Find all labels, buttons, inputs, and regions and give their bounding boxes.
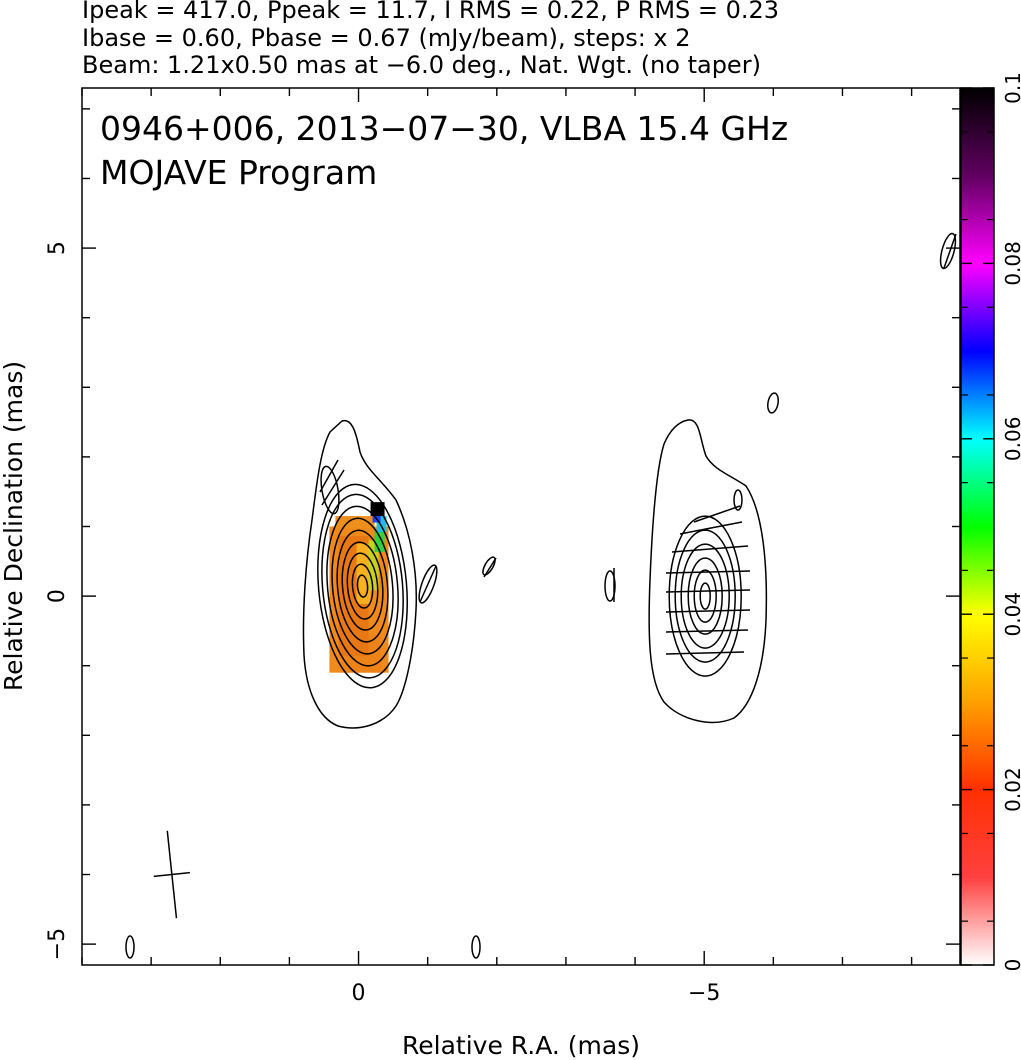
contour-line	[125, 935, 135, 959]
colorbar	[961, 88, 994, 965]
contour-line	[939, 232, 957, 270]
beam-minor-axis	[153, 871, 191, 878]
evpa-vector	[679, 521, 743, 535]
contour-line	[767, 392, 779, 414]
evpa-vector	[419, 565, 437, 603]
contour-line	[321, 493, 404, 679]
contour-line	[418, 564, 438, 604]
chart-title: 0946+006, 2013−07−30, VLBA 15.4 GHz	[100, 109, 788, 148]
colorbar-tick-label: 0	[1001, 959, 1021, 972]
x-axis-label: Relative R.A. (mas)	[402, 1031, 640, 1060]
colorbar-ticks: 0 0.02 0.04 0.06 0.08 0.1	[961, 72, 1021, 971]
evpa-vectors	[319, 233, 957, 655]
colorbar-frame	[960, 87, 995, 966]
evpa-vector	[319, 459, 339, 493]
contour-line	[733, 489, 743, 511]
contour-line	[674, 529, 736, 663]
contour-line	[331, 517, 394, 655]
map-layer	[125, 232, 957, 959]
colorbar-tick-label: 0.1	[1001, 72, 1021, 104]
evpa-vector	[665, 629, 749, 633]
colorbar-tick-label: 0.02	[1001, 767, 1021, 812]
header-base-line: Ibase = 0.60, Pbase = 0.67 (mJy/beam), s…	[82, 24, 691, 52]
contour-line	[351, 563, 374, 609]
contour-line	[346, 552, 379, 620]
x-tick-label: 0	[352, 981, 366, 1006]
evpa-vector	[671, 545, 749, 553]
contour-line	[336, 529, 389, 643]
colorbar-tick-label: 0.04	[1001, 592, 1021, 637]
contour-line	[648, 419, 768, 724]
axis-ticks	[81, 88, 960, 965]
axis-tick-labels: 0 −5 5 0 −5	[45, 241, 720, 1006]
contour-line	[668, 515, 742, 677]
evpa-vector	[665, 609, 751, 613]
y-axis-label: Relative Declination (mas)	[0, 361, 28, 691]
chart-subtitle: MOJAVE Program	[100, 153, 377, 192]
pol-region-edge	[374, 529, 385, 552]
y-tick-label: 0	[45, 589, 70, 603]
x-tick-label: −5	[688, 981, 720, 1006]
evpa-vector	[665, 651, 745, 655]
contour-line	[356, 574, 369, 598]
evpa-vector	[483, 557, 497, 578]
contour-line	[302, 419, 418, 729]
plot-area	[82, 88, 960, 965]
header-stats-line: Ipeak = 417.0, Ppeak = 11.7, I RMS = 0.2…	[82, 0, 779, 24]
contour-line	[482, 556, 496, 576]
evpa-vector	[321, 469, 345, 506]
contour-line	[604, 570, 616, 602]
contour-line	[341, 541, 384, 631]
restoring-beam	[153, 830, 191, 919]
contour-line	[699, 582, 711, 610]
total-intensity-contours	[125, 232, 957, 959]
pol-region-edge	[376, 516, 387, 533]
contour-line	[693, 569, 717, 623]
contour-line	[680, 543, 730, 649]
evpa-vector	[665, 589, 751, 593]
contour-line	[471, 935, 481, 959]
contour-line	[320, 465, 340, 515]
colorbar-tick-label: 0.08	[1001, 241, 1021, 286]
contour-line	[687, 557, 723, 635]
header-beam-line: Beam: 1.21x0.50 mas at −6.0 deg., Nat. W…	[82, 51, 761, 79]
y-tick-label: 5	[45, 241, 70, 255]
contour-line	[326, 505, 399, 667]
evpa-vector	[943, 233, 957, 269]
y-tick-label: −5	[45, 928, 70, 960]
contour-line	[317, 483, 409, 689]
evpa-vector	[693, 505, 741, 523]
colorbar-tick-label: 0.06	[1001, 417, 1021, 462]
evpa-vector	[665, 570, 751, 574]
